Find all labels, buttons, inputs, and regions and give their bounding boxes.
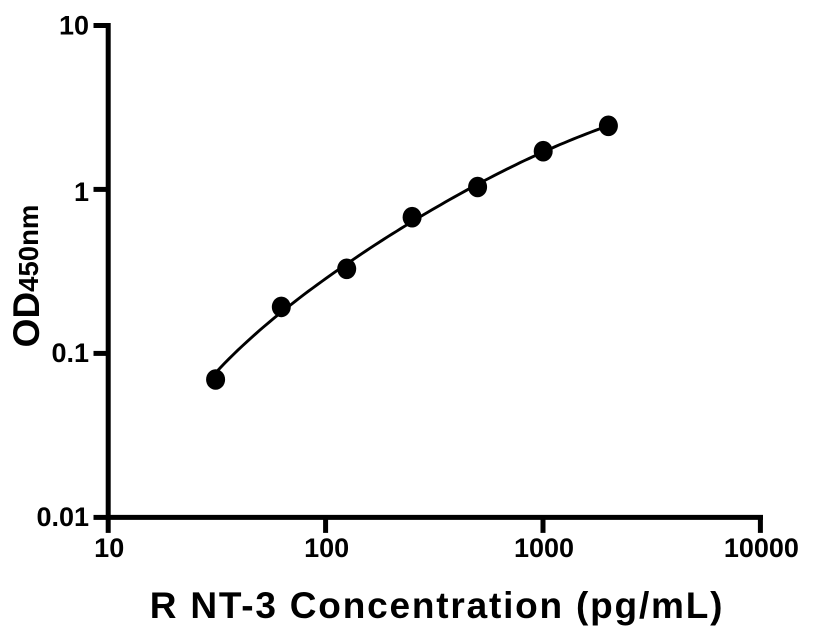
- svg-text:OD450nm: OD450nm: [6, 205, 47, 348]
- svg-text:10: 10: [59, 11, 89, 41]
- svg-text:100: 100: [304, 533, 349, 563]
- svg-text:R NT-3 Concentration (pg/mL): R NT-3 Concentration (pg/mL): [150, 585, 725, 626]
- svg-text:10: 10: [94, 533, 124, 563]
- svg-text:1000: 1000: [514, 533, 574, 563]
- svg-text:0.1: 0.1: [51, 338, 89, 368]
- svg-text:10000: 10000: [724, 533, 799, 563]
- svg-text:1: 1: [74, 177, 89, 207]
- svg-text:0.01: 0.01: [36, 502, 89, 532]
